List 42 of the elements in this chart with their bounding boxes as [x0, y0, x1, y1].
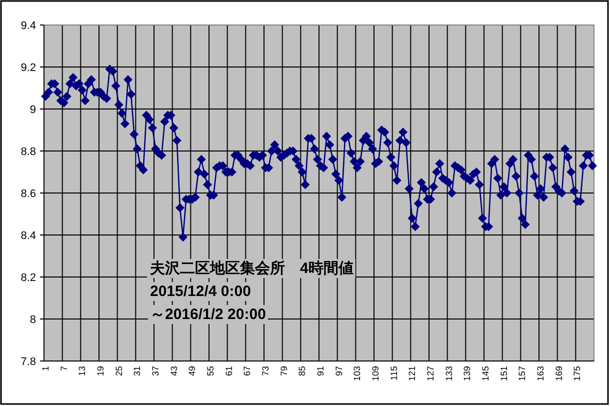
x-tick-label: 19 — [96, 366, 106, 376]
x-tick-label: 97 — [334, 366, 344, 376]
x-tick-label: 163 — [536, 366, 546, 382]
y-tick-label: 8.2 — [20, 272, 36, 284]
y-tick-label: 8 — [30, 314, 36, 326]
x-tick-label: 79 — [278, 366, 289, 376]
x-tick-label: 31 — [132, 366, 142, 376]
x-tick-label: 133 — [444, 366, 454, 382]
x-tick-label: 25 — [114, 366, 124, 376]
x-tick-label: 43 — [168, 366, 179, 376]
annotation: ～2016/1/2 20:00 — [150, 306, 266, 323]
x-tick-label: 91 — [316, 366, 326, 376]
x-tick-label: 1 — [40, 366, 51, 372]
x-tick-label: 109 — [370, 366, 381, 382]
y-tick-label: 8.8 — [20, 146, 36, 158]
x-tick-label: 61 — [224, 366, 234, 376]
y-tick-label: 9.4 — [20, 20, 36, 32]
y-tick-label: 8.4 — [20, 230, 36, 242]
x-tick-label: 49 — [187, 366, 198, 376]
y-tick-label: 9.2 — [20, 62, 36, 74]
annotation: 夫沢二区地区集会所 4時間値 — [149, 260, 354, 277]
x-tick-label: 169 — [554, 366, 564, 382]
x-tick-label: 115 — [388, 366, 399, 380]
x-tick-label: 139 — [462, 366, 472, 382]
x-tick-label: 121 — [407, 366, 418, 382]
x-tick-label: 73 — [260, 366, 271, 376]
y-tick-label: 7.8 — [20, 356, 36, 368]
x-tick-label: 157 — [517, 366, 528, 382]
x-tick-label: 103 — [352, 366, 362, 382]
y-tick-label: 8.6 — [20, 188, 36, 200]
x-tick-label: 55 — [206, 366, 216, 376]
x-tick-label: 85 — [297, 366, 308, 376]
x-tick-label: 151 — [498, 366, 509, 382]
x-tick-label: 175 — [572, 366, 582, 382]
x-tick-label: 67 — [242, 366, 252, 376]
x-tick-label: 13 — [77, 366, 88, 376]
x-tick-label: 145 — [480, 366, 491, 382]
x-tick-label: 127 — [426, 366, 436, 382]
y-tick-label: 9 — [30, 104, 36, 116]
annotation: 2015/12/4 0:00 — [150, 283, 251, 300]
x-tick-label: 7 — [58, 366, 69, 372]
x-tick-label: 37 — [150, 366, 161, 376]
